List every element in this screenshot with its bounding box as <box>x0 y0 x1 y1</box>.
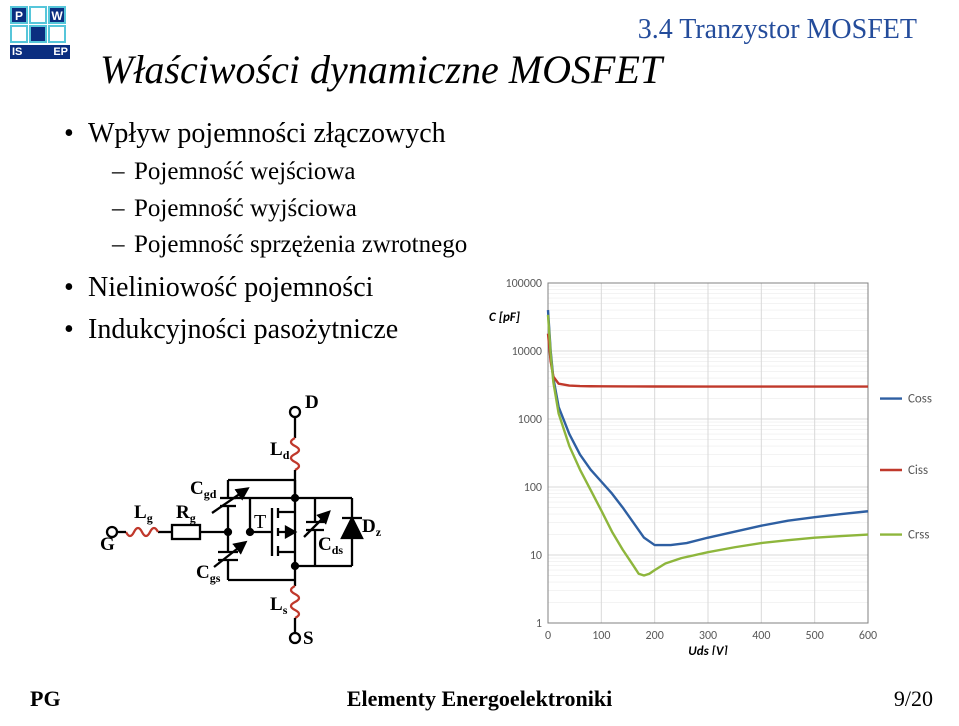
svg-text:Uds [V]: Uds [V] <box>688 644 728 655</box>
svg-text:500: 500 <box>806 629 824 643</box>
svg-text:Rg: Rg <box>176 502 196 525</box>
svg-text:200: 200 <box>646 629 664 643</box>
sub-1: Pojemność wejściowa <box>112 156 560 189</box>
svg-text:Ciss: Ciss <box>908 463 928 478</box>
svg-text:1000: 1000 <box>518 413 542 427</box>
footer-center: Elementy Energoelektroniki <box>0 686 959 712</box>
svg-text:100000: 100000 <box>506 277 543 291</box>
circuit-diagram: D Ld Lg Rg G Cgd Cgs Cds Dz T Ls S <box>100 390 420 650</box>
svg-text:Ld: Ld <box>270 439 290 462</box>
svg-text:D: D <box>305 392 319 413</box>
svg-text:300: 300 <box>699 629 717 643</box>
svg-text:T: T <box>254 511 266 533</box>
capacitance-chart: 1 10 100 1000 10000 100000 0 100 200 300 400 500 600… <box>468 273 948 655</box>
svg-text:C [pF]: C [pF] <box>489 310 521 325</box>
svg-text:100: 100 <box>592 629 610 643</box>
svg-text:G: G <box>100 534 115 555</box>
svg-text:10000: 10000 <box>512 345 542 359</box>
svg-text:400: 400 <box>752 629 770 643</box>
svg-text:600: 600 <box>859 629 877 643</box>
svg-text:S: S <box>303 628 314 649</box>
bullet-1-text: Wpływ pojemności złączowych <box>88 118 446 149</box>
svg-text:Crss: Crss <box>908 528 929 543</box>
svg-text:Ls: Ls <box>270 594 288 617</box>
footer-right: 9/20 <box>894 686 933 712</box>
sub-2: Pojemność wyjściowa <box>112 193 560 226</box>
sub-3: Pojemność sprzężenia zwrotnego <box>112 229 560 262</box>
svg-text:Cds: Cds <box>318 534 343 557</box>
bullet-1: Wpływ pojemności złączowych Pojemność we… <box>60 116 560 262</box>
page-title: Właściwości dynamiczne MOSFET <box>100 46 662 93</box>
svg-text:10: 10 <box>530 549 542 563</box>
svg-text:Dz: Dz <box>362 516 382 539</box>
svg-text:Cgd: Cgd <box>190 478 217 501</box>
svg-text:Coss: Coss <box>908 392 932 407</box>
institution-logo: PW ISEP <box>10 6 70 59</box>
svg-text:Lg: Lg <box>134 502 153 525</box>
section-label: 3.4 Tranzystor MOSFET <box>638 14 917 46</box>
svg-text:1: 1 <box>536 617 542 631</box>
svg-text:100: 100 <box>524 481 542 495</box>
svg-text:0: 0 <box>545 629 551 643</box>
